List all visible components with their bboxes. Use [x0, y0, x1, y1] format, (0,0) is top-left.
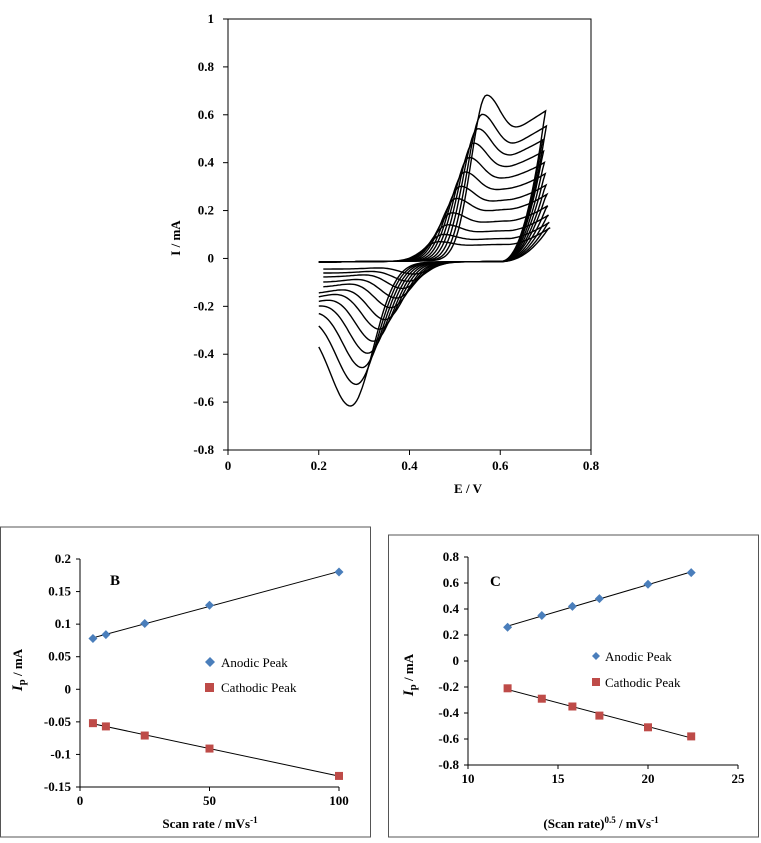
- legend-anodic-label: Anodic Peak: [221, 655, 288, 670]
- legend-anodic-marker: [592, 652, 600, 660]
- panel-a-x-tick-label: 0.2: [311, 458, 327, 473]
- panel-b-y-tick-label: 0.15: [48, 584, 71, 599]
- legend-anodic-marker: [205, 657, 215, 667]
- panel-c-label: C: [490, 574, 501, 590]
- panel-a-x-tick-label: 0.8: [583, 458, 600, 473]
- panel-a-y-tick-label: -0.8: [193, 442, 214, 457]
- panel-c-y-tick-label: -0.4: [438, 705, 459, 720]
- panel-b-frame: [0, 526, 371, 838]
- panel-c-x-axis-label: (Scan rate)0.5 / mVs-1: [543, 815, 659, 831]
- panel-b-y-tick-label: 0.1: [55, 616, 71, 631]
- panel-c-y-tick-label: -0.6: [438, 731, 459, 746]
- anodic-point: [567, 601, 577, 611]
- panel-a-y-tick-label: 0.2: [198, 203, 214, 218]
- panel-c-x-tick-label: 25: [732, 771, 746, 786]
- cathodic-point: [205, 744, 214, 753]
- panel-c-y-tick-label: 0.4: [443, 601, 460, 616]
- panel-b-y-axis-label: Ip / mA: [10, 648, 28, 692]
- anodic-point: [334, 567, 344, 577]
- panel-b-x-tick-label: 0: [77, 793, 84, 808]
- legend-cathodic-marker: [592, 678, 600, 686]
- panel-c-x-tick-label: 10: [462, 771, 475, 786]
- panel-a-x-axis-label: E / V: [454, 481, 483, 496]
- panel-b-y-tick-label: 0: [65, 681, 72, 696]
- cathodic-point: [537, 694, 546, 703]
- anodic-point: [643, 579, 653, 589]
- panel-a-y-tick-label: -0.2: [193, 298, 214, 313]
- fit-line-cathodic: [92, 723, 340, 777]
- panel-b-x-tick-label: 100: [329, 793, 349, 808]
- cathodic-point: [101, 722, 110, 731]
- panel-a-cyclic-voltammogram: -0.8 -0.6 -0.4 -0.2 0 0.2 0.4 0.6 0.8 1 0 0.2 0.4 0.…: [168, 11, 600, 496]
- anodic-point: [101, 630, 111, 640]
- panel-b-y-tick-label: 0.2: [55, 551, 71, 566]
- panel-a-y-tick-label: -0.4: [193, 346, 214, 361]
- fit-line-anodic: [92, 570, 340, 639]
- panel-b-x-axis-label: Scan rate / mVs-1: [162, 815, 258, 831]
- panel-c-frame: [388, 534, 759, 838]
- panel-a-x-tick-label: 0: [225, 458, 232, 473]
- panel-b-y-tick-label: -0.15: [44, 779, 72, 794]
- panel-c-x-tick-label: 15: [552, 771, 566, 786]
- panel-b-y-tick-label: 0.05: [48, 649, 71, 664]
- cathodic-point: [568, 702, 577, 711]
- panel-a-x-tick-label: 0.6: [492, 458, 509, 473]
- panel-a-x-tick-label: 0.4: [401, 458, 418, 473]
- panel-c-sqrt-scan-rate-plot: -0.8 -0.6 -0.4 -0.2 0 0.2 0.4 0.6 0.8 10 15 20 25 C…: [388, 534, 759, 838]
- panel-b-label: B: [110, 573, 120, 589]
- cathodic-point: [644, 723, 652, 732]
- panel-c-y-tick-label: -0.8: [438, 757, 459, 772]
- legend-cathodic-label: Cathodic Peak: [221, 680, 297, 695]
- panel-c-legend: Anodic Peak Cathodic Peak: [592, 649, 681, 690]
- cathodic-point: [88, 719, 97, 728]
- panel-a-curves: [318, 94, 551, 407]
- panel-b-scan-rate-plot: -0.15 -0.1 -0.05 0 0.05 0.1 0.15 0.2 0 50 100 B A…: [0, 526, 371, 838]
- legend-cathodic-label: Cathodic Peak: [605, 675, 681, 690]
- anodic-point: [594, 594, 604, 604]
- panel-a-y-tick-label: 0.4: [198, 155, 215, 170]
- panel-c-y-tick-label: 0.8: [443, 549, 460, 564]
- legend-anodic-label: Anodic Peak: [605, 649, 672, 664]
- anodic-point: [140, 618, 150, 628]
- cv-curve-12: [318, 94, 547, 407]
- cathodic-point: [595, 711, 604, 720]
- panel-b-y-tick-label: -0.1: [50, 746, 71, 761]
- panel-b-y-tick-label: -0.05: [44, 714, 72, 729]
- panel-c-y-tick-label: 0.6: [443, 575, 460, 590]
- panel-a-y-tick-label: 1: [208, 11, 215, 26]
- panel-a-y-tick-label: 0: [208, 250, 215, 265]
- cathodic-point: [335, 771, 343, 780]
- panel-c-series: [503, 568, 696, 741]
- cv-curve-7: [318, 171, 547, 330]
- panel-c-y-tick-label: -0.2: [438, 679, 459, 694]
- legend-cathodic-marker: [205, 683, 214, 692]
- anodic-point: [537, 611, 547, 620]
- cathodic-point: [140, 731, 149, 740]
- anodic-point: [88, 633, 98, 643]
- panel-b-series: [88, 567, 344, 780]
- panel-c-x-tick-label: 20: [642, 771, 655, 786]
- panel-c-y-tick-label: 0.2: [443, 627, 459, 642]
- anodic-point: [205, 600, 214, 610]
- panel-b-x-tick-label: 50: [203, 793, 216, 808]
- panel-c-y-axis-label: Ip / mA: [401, 653, 419, 697]
- cv-curve-10: [318, 128, 544, 369]
- panel-a-y-tick-label: 0.6: [198, 107, 215, 122]
- panel-b-legend: Anodic Peak Cathodic Peak: [205, 655, 297, 695]
- panel-a-y-tick-label: -0.6: [193, 394, 214, 409]
- panel-a-y-tick-label: 0.8: [198, 59, 215, 74]
- panel-c-y-tick-label: 0: [453, 653, 460, 668]
- cathodic-point: [503, 684, 512, 693]
- anodic-point: [686, 568, 696, 578]
- cathodic-point: [687, 732, 696, 741]
- anodic-point: [503, 622, 513, 632]
- panel-a-y-axis-label: I / mA: [168, 220, 183, 256]
